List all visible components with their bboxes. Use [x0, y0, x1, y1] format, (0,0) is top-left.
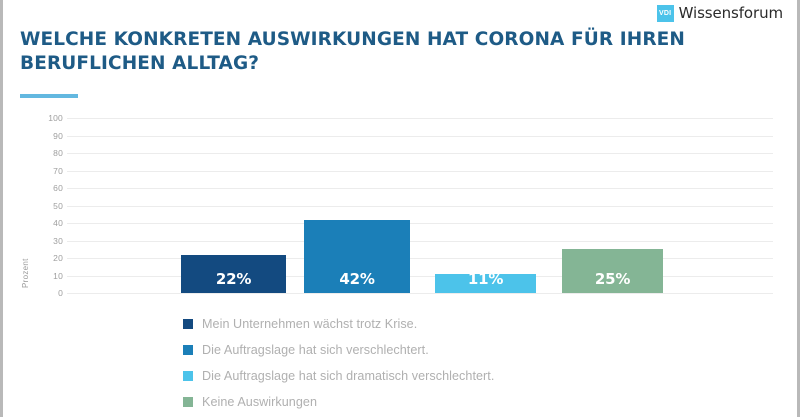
y-tick-label: 80 [53, 147, 63, 158]
brand-name: Wissensforum [678, 4, 784, 22]
bar-series: 22% 42% 11% 25% [67, 118, 773, 293]
bar-value-label: 22% [215, 270, 252, 288]
y-axis-label: Prozent [21, 258, 30, 288]
gridline [67, 240, 773, 242]
legend-swatch-icon [183, 370, 193, 381]
legend-label: Die Auftragslage hat sich verschlechtert… [202, 342, 429, 357]
gridline [67, 205, 773, 207]
y-tick-label: 0 [58, 287, 63, 298]
bar: 11% [435, 270, 536, 293]
legend-swatch-icon [183, 318, 193, 329]
page-title: Welche konkreten Auswirkungen hat Corona… [20, 29, 685, 74]
y-tick-label: 90 [53, 130, 63, 141]
plot-area: 22% 42% 11% 25% [67, 118, 773, 294]
bar-value-label: 25% [594, 270, 631, 288]
gridline [67, 258, 773, 259]
legend-item: Die Auftragslage hat sich dramatisch ver… [183, 365, 494, 386]
bar: 25% [562, 249, 663, 293]
gridline [67, 293, 773, 294]
bar-value-label: 42% [339, 270, 375, 288]
gridline [67, 188, 773, 189]
legend-swatch-icon [183, 344, 193, 355]
gridline [67, 153, 773, 154]
y-tick-label: 100 [48, 112, 63, 123]
y-tick-label: 20 [53, 252, 63, 263]
title-accent-rule [20, 94, 78, 98]
legend-label: Die Auftragslage hat sich dramatisch ver… [202, 368, 495, 383]
legend-item: Mein Unternehmen wächst trotz Krise. [183, 313, 494, 334]
gridline [67, 275, 773, 277]
bar-value-label: 11% [467, 270, 504, 288]
y-tick-label: 60 [53, 182, 63, 193]
legend-item: Keine Auswirkungen [183, 391, 494, 412]
y-tick-label: 70 [53, 165, 63, 176]
y-tick-label: 30 [53, 235, 63, 246]
gridline [67, 135, 773, 137]
vdi-logo-icon: VDI [656, 4, 674, 22]
gridline [67, 223, 773, 224]
bar: 42% [304, 219, 410, 293]
gridline [67, 118, 773, 119]
gridline [67, 170, 773, 172]
bar: 22% [181, 254, 286, 293]
y-tick-label: 10 [53, 270, 63, 281]
brand-logo: VDI Wissensforum [656, 4, 784, 22]
bar-chart: Prozent 100 90 80 70 60 50 40 30 20 10 0 22% 42% 11%… [3, 114, 800, 303]
chart-legend: Mein Unternehmen wächst trotz Krise. Die … [183, 313, 494, 412]
legend-label: Mein Unternehmen wächst trotz Krise. [202, 316, 418, 331]
legend-item: Die Auftragslage hat sich verschlechtert… [183, 339, 494, 360]
y-tick-label: 40 [53, 217, 63, 228]
y-tick-label: 50 [53, 200, 63, 211]
legend-swatch-icon [183, 396, 193, 407]
legend-label: Keine Auswirkungen [202, 394, 318, 409]
y-axis-ticks: 100 90 80 70 60 50 40 30 20 10 0 [37, 114, 63, 297]
